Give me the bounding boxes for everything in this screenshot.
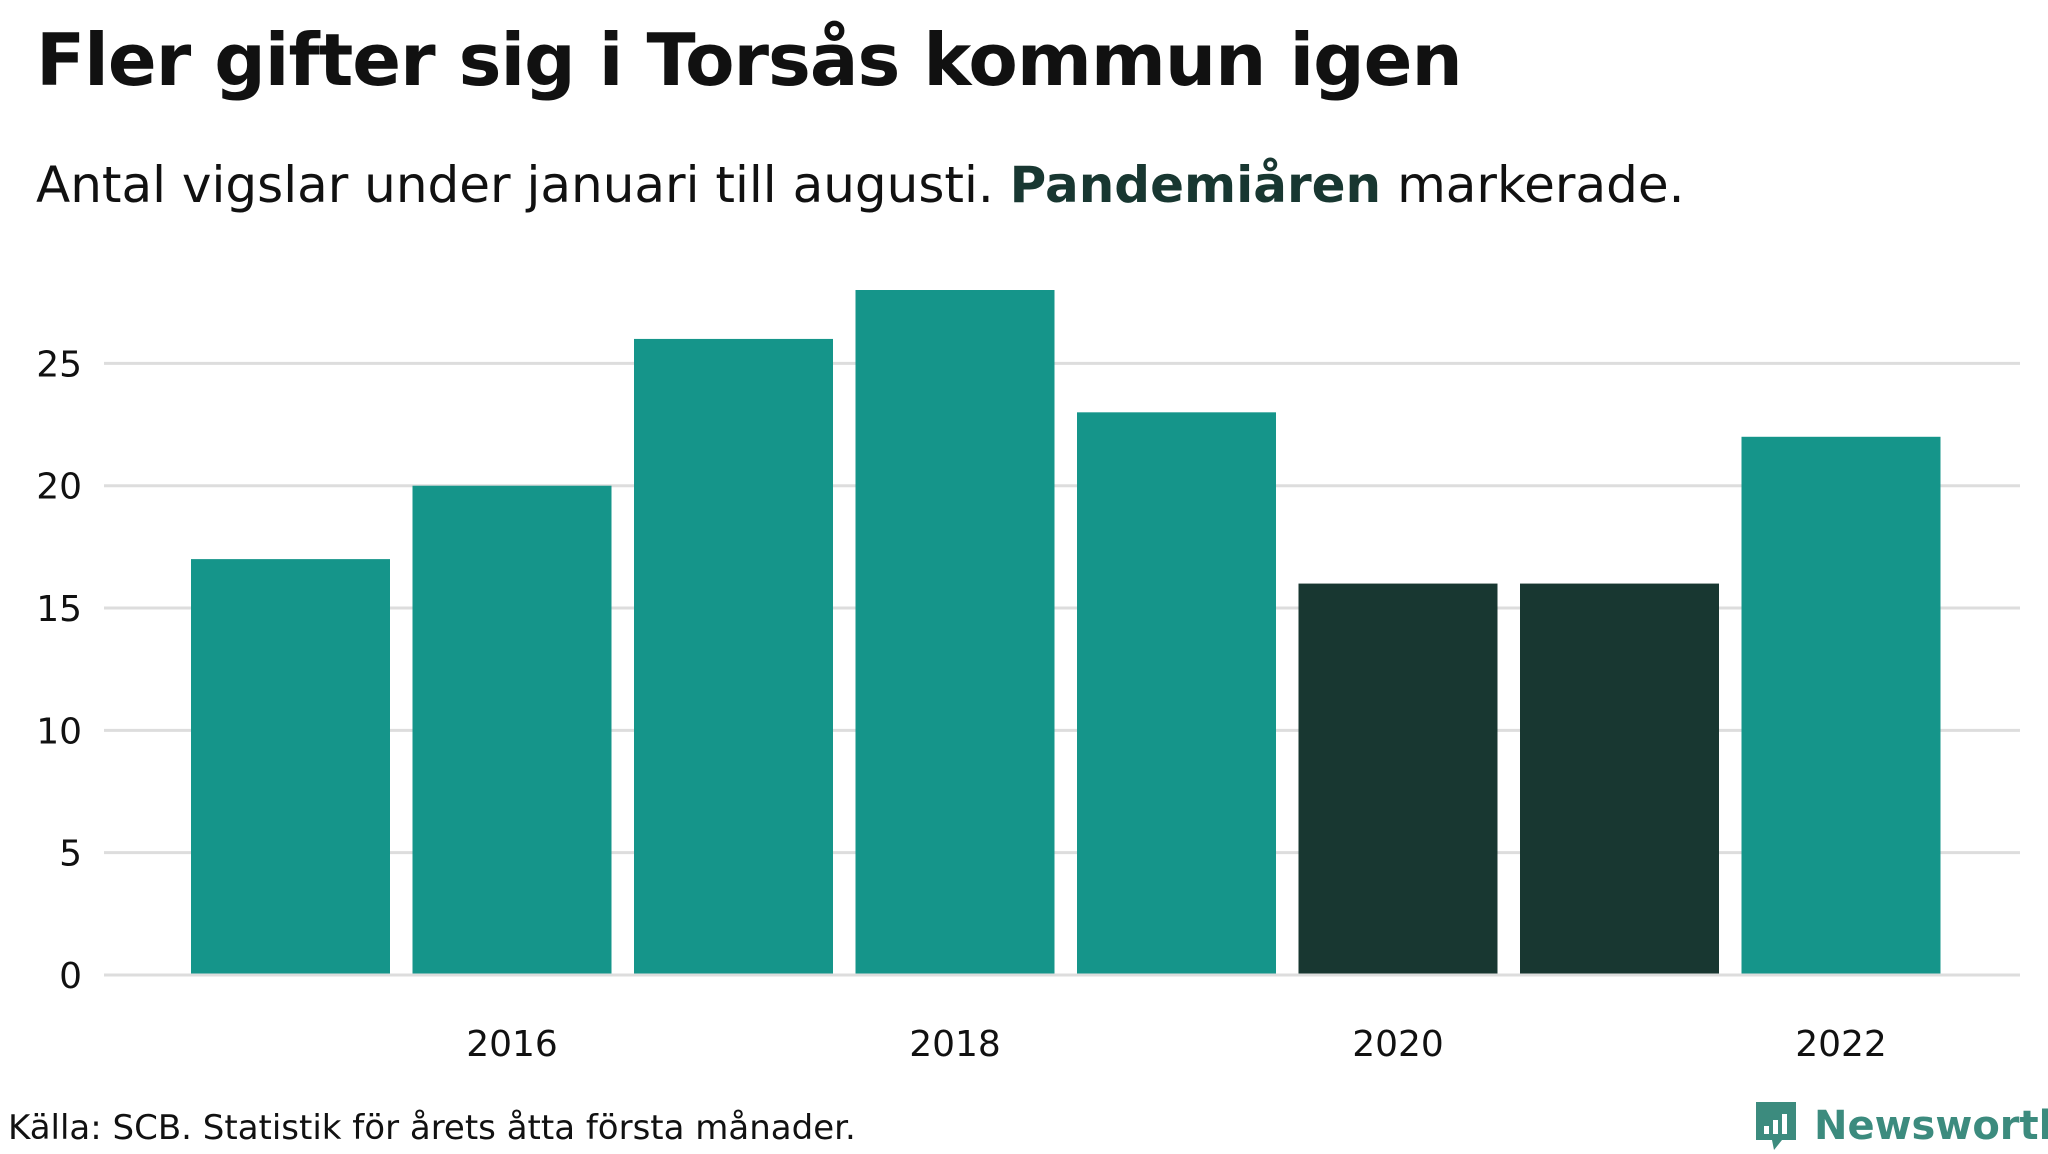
x-tick-label: 2018 bbox=[909, 1024, 1001, 1065]
source-note: Källa: SCB. Statistik för årets åtta för… bbox=[8, 1108, 856, 1148]
x-tick-label: 2020 bbox=[1352, 1024, 1444, 1065]
x-tick-label: 2022 bbox=[1795, 1024, 1887, 1065]
bar-2022 bbox=[1741, 436, 1941, 975]
chart-subtitle: Antal vigslar under januari till augusti… bbox=[36, 156, 1685, 214]
bar-2015 bbox=[191, 559, 390, 975]
x-tick-label: 2016 bbox=[466, 1024, 558, 1065]
brand-name: Newsworthy bbox=[1814, 1103, 2048, 1149]
bar-2018 bbox=[855, 290, 1055, 975]
subtitle-text: Antal vigslar under januari till augusti… bbox=[36, 156, 994, 214]
y-tick-label: 15 bbox=[36, 589, 82, 630]
subtitle-highlight: Pandemiåren bbox=[1009, 156, 1382, 214]
bar-chart-speech-bubble-icon bbox=[1756, 1102, 1796, 1150]
subtitle-text-end: markerade. bbox=[1397, 156, 1685, 214]
chart-title: Fler gifter sig i Torsås kommun igen bbox=[36, 18, 1463, 102]
bar-2019 bbox=[1077, 412, 1276, 976]
bar-2021 bbox=[1520, 583, 1719, 975]
bar-2020 bbox=[1298, 583, 1498, 975]
brand-logo: Newsworthy bbox=[1752, 1098, 2048, 1154]
y-tick-label: 25 bbox=[36, 344, 82, 385]
y-tick-label: 0 bbox=[59, 956, 82, 997]
y-tick-label: 20 bbox=[36, 467, 82, 508]
bar-2017 bbox=[634, 338, 833, 975]
y-tick-label: 10 bbox=[36, 711, 82, 752]
y-tick-label: 5 bbox=[59, 834, 82, 875]
bar-2016 bbox=[412, 485, 612, 975]
